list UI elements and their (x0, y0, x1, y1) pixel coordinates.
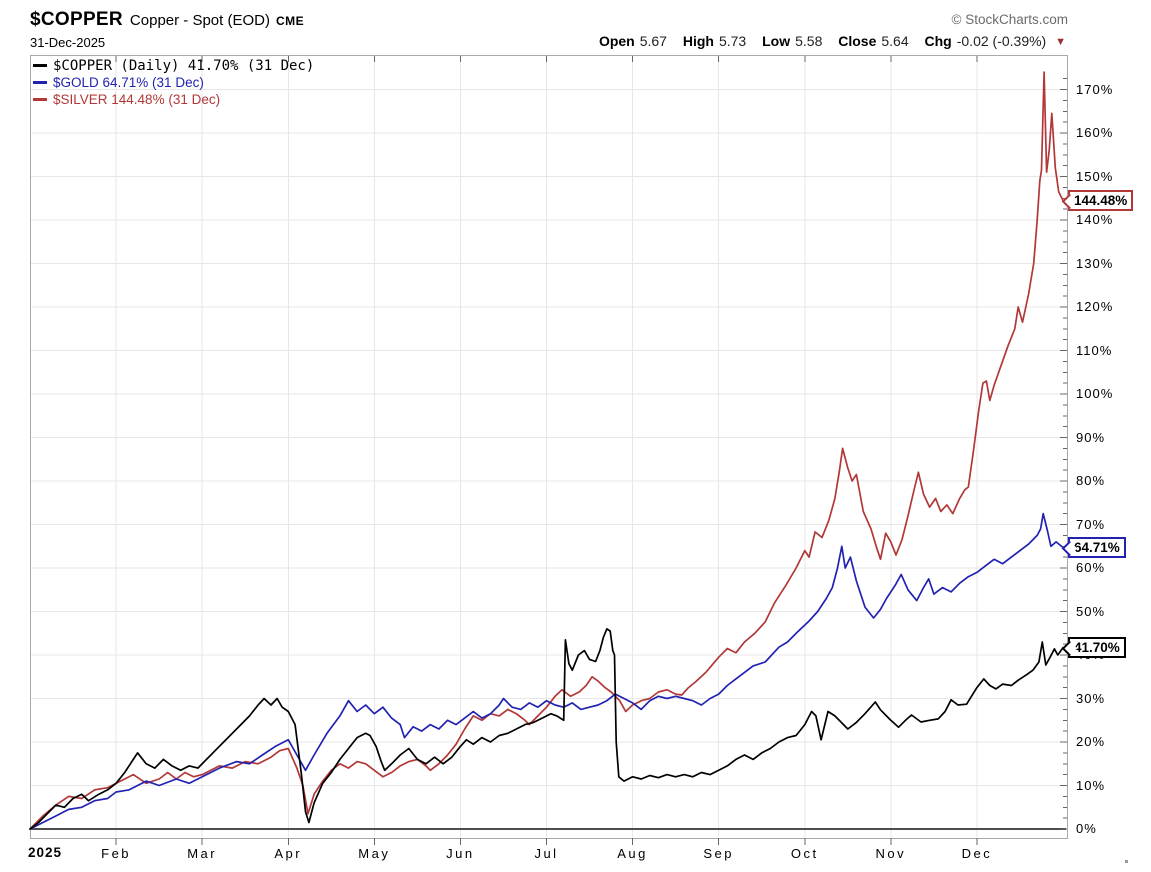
legend-item-gold: $GOLD 64.71% (31 Dec) (33, 74, 314, 91)
silver-line-swatch-icon (33, 98, 47, 101)
high-value: 5.73 (718, 33, 747, 49)
open-value: 5.67 (639, 33, 667, 49)
copper-end-value-badge: 41.70% (1068, 637, 1126, 659)
x-axis-month-label: Oct (790, 846, 819, 861)
x-axis-month-label: Aug (617, 846, 648, 861)
x-axis-month-label: May (358, 846, 391, 861)
gold-end-value-badge: 64.71% (1068, 537, 1126, 558)
legend: $COPPER (Daily) 41.70% (31 Dec) $GOLD 64… (33, 57, 314, 108)
y-axis-tick-label: 20% (1076, 734, 1106, 749)
gold-line-swatch-icon (33, 81, 47, 84)
exchange-label: CME (275, 14, 305, 28)
y-axis-tick-label: 160% (1076, 125, 1114, 140)
x-axis-month-label: Jun (446, 846, 475, 861)
copper-line-swatch-icon (33, 64, 47, 67)
artifact-dot (1125, 860, 1128, 863)
x-axis-month-label: Feb (101, 846, 132, 861)
x-axis-month-label: Apr (274, 846, 303, 861)
chg-value: -0.02 (-0.39%) (956, 33, 1047, 49)
chart-header: $COPPER Copper - Spot (EOD) CME (30, 9, 304, 31)
quote-bar: Open 5.67 High 5.73 Low 5.58 Close 5.64 Chg -… (599, 33, 1066, 49)
legend-item-copper: $COPPER (Daily) 41.70% (31 Dec) (33, 57, 314, 74)
legend-item-silver: $SILVER 144.48% (31 Dec) (33, 91, 314, 108)
gold-series-line (29, 512, 1064, 830)
y-axis-tick-label: 150% (1076, 168, 1114, 184)
close-value: 5.64 (881, 33, 909, 49)
y-axis-tick-label: 80% (1076, 473, 1106, 488)
open-label: Open (598, 33, 635, 49)
copper-series-line (29, 628, 1064, 830)
symbol-ticker: $COPPER (30, 9, 123, 30)
silver-end-value-badge: 144.48% (1068, 190, 1134, 211)
x-axis-year-label: 2025 (28, 845, 63, 860)
chart-date: 31-Dec-2025 (30, 35, 106, 50)
x-axis-month-label: Mar (187, 846, 218, 861)
legend-label-silver: $SILVER 144.48% (31 Dec) (53, 92, 221, 107)
y-axis-tick-label: 170% (1076, 81, 1114, 97)
y-axis-tick-label: 90% (1076, 429, 1106, 445)
y-axis-tick-label: 120% (1076, 299, 1114, 314)
y-axis-tick-label: 60% (1076, 560, 1106, 575)
y-axis-tick-label: 100% (1076, 386, 1114, 401)
high-label: High (682, 33, 714, 49)
close-label: Close (838, 33, 877, 49)
y-axis-tick-label: 0% (1076, 821, 1097, 836)
symbol-description: Copper - Spot (EOD) (129, 12, 270, 29)
chg-label: Chg (924, 33, 952, 49)
y-axis-tick-label: 10% (1076, 777, 1106, 793)
x-axis-month-label: Sep (703, 846, 734, 861)
legend-label-copper: $COPPER (Daily) 41.70% (31 Dec) (53, 57, 315, 74)
x-axis-month-label: Dec (961, 846, 993, 861)
x-axis-month-label: Nov (875, 846, 907, 861)
stockcharts-watermark: © StockCharts.com (951, 12, 1068, 27)
change-down-triangle-icon: ▼ (1055, 36, 1066, 48)
y-axis-tick-label: 70% (1076, 516, 1106, 532)
y-axis-tick-label: 30% (1076, 690, 1106, 706)
y-axis-tick-label: 50% (1076, 603, 1106, 619)
silver-series-line (29, 71, 1064, 830)
x-axis-month-label: Jul (534, 846, 559, 861)
y-axis-tick-label: 130% (1076, 255, 1114, 271)
y-axis-tick-label: 110% (1076, 342, 1113, 358)
low-value: 5.58 (795, 33, 823, 49)
low-label: Low (762, 33, 791, 49)
y-axis-tick-label: 140% (1076, 212, 1114, 227)
legend-label-gold: $GOLD 64.71% (31 Dec) (53, 75, 204, 90)
